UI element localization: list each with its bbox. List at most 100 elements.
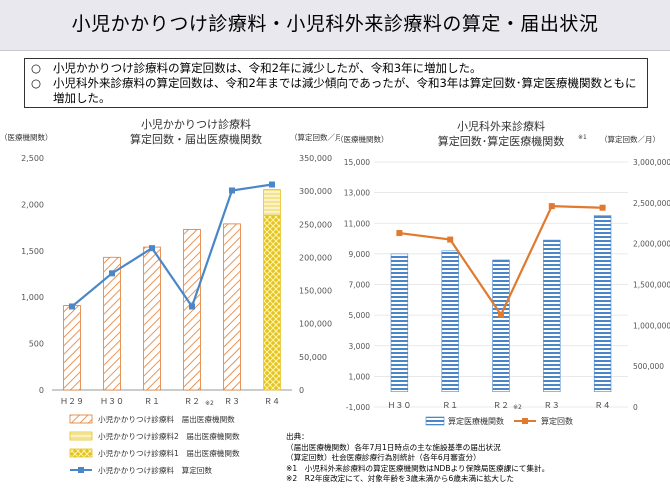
- right-tick-label: 1,000,000: [633, 321, 670, 330]
- legend-label: 小児かかりつけ診療料2 届出医療機関数: [98, 431, 240, 441]
- right-tick-label: 100,000: [299, 320, 332, 329]
- category-label: Ｈ３０: [100, 397, 124, 406]
- line-point: [189, 303, 195, 310]
- category-label: Ｈ２９: [60, 397, 84, 406]
- left-tick-label: 5,000: [349, 311, 371, 320]
- legend-label: 算定医療機関数: [448, 416, 504, 426]
- footnote: 出典： （届出医療機関数）各年7月1日時点の主な施設基準の届出状況 （算定回数）…: [286, 432, 666, 485]
- legend-label: 小児かかりつけ診療料1 届出医療機関数: [98, 448, 240, 458]
- line-point: [69, 303, 75, 310]
- bar-calculating-clinics: [441, 250, 459, 392]
- left-tick-label: 11,000: [344, 219, 370, 228]
- left-tick-label: 3,000: [349, 342, 371, 351]
- bar-calculating-clinics: [543, 239, 561, 392]
- right-axis-label: （算定回数／月）: [290, 132, 340, 142]
- line-point: [396, 230, 403, 237]
- left-tick-label: 2,500: [21, 154, 44, 163]
- category-note: ※2: [205, 400, 214, 407]
- bar-registered-clinics: [103, 256, 121, 391]
- left-tick-label: 1,000: [21, 293, 44, 302]
- line-point: [498, 311, 504, 318]
- bar-type1-clinics: [263, 215, 281, 391]
- left-tick-label: 7,000: [349, 281, 371, 290]
- bar-registered-clinics: [183, 229, 201, 391]
- footnote-line: ※1 小児科外来診療料の算定医療機関数はNDBより保険局医療課にて集計。: [286, 463, 550, 473]
- legend-swatch: [69, 431, 93, 441]
- right-tick-label: 300,000: [299, 187, 332, 196]
- right-tick-label: 250,000: [299, 220, 332, 229]
- right-tick-label: 2,500,000: [633, 199, 670, 208]
- left-tick-label: 1,000: [349, 372, 371, 381]
- left-tick-label: 13,000: [344, 189, 370, 198]
- line-point: [548, 203, 555, 210]
- line-point: [599, 204, 606, 211]
- chart-title: 小児かかりつけ診療料: [141, 117, 251, 131]
- footnote-line: （算定回数）社会医療診療行為別統計（各年6月審査分）: [286, 453, 481, 462]
- left-tick-label: 2,000: [21, 200, 44, 209]
- legend-label: 算定回数: [541, 416, 573, 426]
- legend-line-marker: [522, 418, 528, 424]
- category-label: Ｒ４: [595, 401, 611, 410]
- category-note: ※2: [513, 404, 522, 411]
- right-tick-label: 50,000: [299, 353, 327, 362]
- bar-registered-clinics: [143, 246, 161, 391]
- left-tick-label: 500: [29, 340, 44, 349]
- bullet-marker: ○: [31, 76, 42, 90]
- chart-title: 小児科外来診療料: [457, 119, 545, 133]
- right-tick-label: 2,000,000: [633, 240, 670, 249]
- category-label: Ｒ２: [184, 397, 200, 406]
- bar-calculating-clinics: [492, 259, 510, 392]
- summary-text: 小児科外来診療料の算定回数は、令和2年までは減少傾向であったが、令和3年は算定回…: [53, 76, 637, 105]
- category-label: Ｒ４: [264, 397, 280, 406]
- legend-swatch: [69, 414, 93, 424]
- title-note: ※1: [578, 134, 587, 141]
- right-tick-label: 150,000: [299, 287, 332, 296]
- left-axis-label: （医療機関数）: [336, 134, 389, 144]
- right-tick-label: 0: [299, 386, 304, 395]
- right-tick-label: 0: [633, 403, 638, 412]
- legend-label: 小児かかりつけ診療料 届出医療機関数: [98, 414, 235, 424]
- legend-line-marker: [78, 467, 84, 473]
- summary-item: ○ 小児かかりつけ診療料の算定回数は、令和2年に減少したが、令和3年に増加した。: [31, 61, 641, 76]
- category-label: Ｈ３０: [387, 401, 411, 410]
- right-tick-label: 200,000: [299, 253, 332, 262]
- left-axis-label: （医療機関数）: [0, 132, 53, 142]
- right-axis-label: （算定回数／月）: [600, 134, 660, 144]
- summary-box: ○ 小児かかりつけ診療料の算定回数は、令和2年に減少したが、令和3年に増加した。…: [24, 58, 648, 108]
- bar-calculating-clinics: [390, 253, 409, 392]
- left-tick-label: 15,000: [344, 158, 370, 167]
- left-tick-label: 0: [39, 386, 44, 395]
- summary-item: ○ 小児科外来診療料の算定回数は、令和2年までは減少傾向であったが、令和3年は算…: [31, 76, 641, 106]
- line-calculation-count: [71, 183, 273, 309]
- category-label: Ｒ１: [144, 397, 160, 406]
- bullet-marker: ○: [31, 61, 42, 75]
- line-point: [269, 181, 275, 188]
- line-point: [109, 270, 115, 277]
- chart-subtitle: 算定回数・届出医療機関数: [130, 132, 262, 146]
- chart-subtitle: 算定回数･算定医療機関数: [438, 134, 565, 148]
- category-label: Ｒ３: [224, 397, 240, 406]
- summary-text: 小児かかりつけ診療料の算定回数は、令和2年に減少したが、令和3年に増加した。: [53, 61, 482, 75]
- line-point: [149, 245, 155, 252]
- right-tick-label: 500,000: [633, 362, 664, 371]
- legend-swatch: [425, 416, 445, 426]
- line-point: [447, 236, 454, 243]
- line-point: [229, 187, 235, 194]
- category-label: Ｒ２: [493, 401, 509, 410]
- bar-registered-clinics: [223, 223, 241, 391]
- title-bar: 小児かかりつけ診療料・小児科外来診療料の算定・届出状況: [0, 0, 670, 51]
- page-title: 小児かかりつけ診療料・小児科外来診療料の算定・届出状況: [71, 13, 599, 35]
- left-tick-label: 1,500: [21, 247, 44, 256]
- footnote-line: ※2 R2年度改定にて、対象年齢を3歳未満から6歳未満に拡大した: [286, 474, 515, 483]
- right-tick-label: 3,000,000: [633, 158, 670, 167]
- bar-registered-clinics: [63, 305, 81, 391]
- right-tick-label: 350,000: [299, 154, 332, 163]
- left-tick-label: -1,000: [346, 403, 370, 412]
- bar-calculating-clinics: [593, 215, 612, 392]
- footnote-line: （届出医療機関数）各年7月1日時点の主な施設基準の届出状況: [286, 442, 501, 452]
- category-label: Ｒ３: [544, 401, 560, 410]
- legend-swatch: [69, 448, 93, 458]
- right-tick-label: 1,500,000: [633, 281, 670, 290]
